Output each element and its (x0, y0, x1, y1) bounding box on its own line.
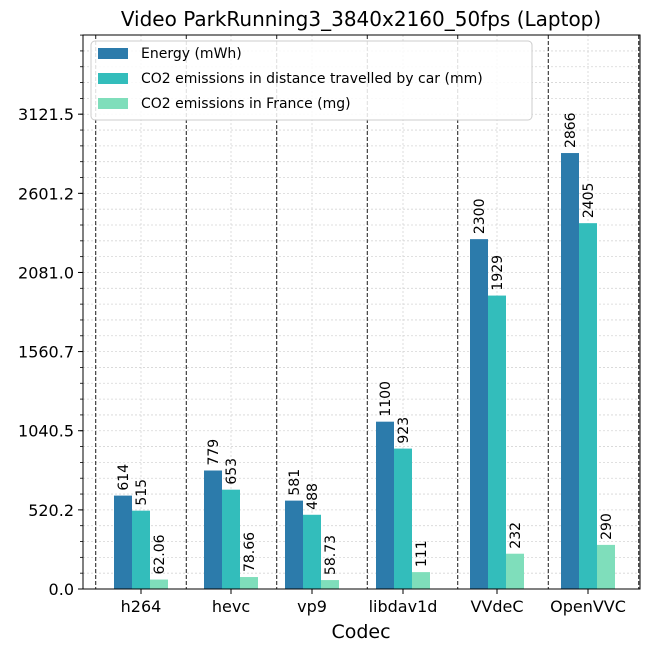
legend-swatch (98, 98, 128, 109)
value-label: 2866 (563, 112, 579, 148)
bar (240, 577, 258, 589)
bar (597, 544, 615, 589)
x-tick-label: OpenVVC (550, 597, 626, 616)
value-labels: 614 779 581 1100 2300 2866 515 653 488 923 1929 240… (116, 112, 615, 575)
legend-entry: Energy (mWh) (141, 46, 242, 62)
y-tick-label: 0.0 (49, 580, 74, 599)
x-tick-label: VVdeC (470, 597, 523, 616)
value-label: 111 (414, 540, 430, 567)
legend-swatch (98, 73, 128, 84)
x-tick-label: vp9 (297, 597, 327, 616)
value-label: 58.73 (323, 535, 339, 575)
bar (150, 579, 168, 589)
bar (222, 489, 240, 589)
y-tick-label: 1040.5 (18, 422, 74, 441)
legend: Energy (mWh) CO2 emissions in distance tr… (90, 40, 533, 121)
value-label: 581 (287, 469, 303, 496)
bar (285, 500, 303, 589)
value-label: 488 (305, 483, 321, 510)
plot-frame (82, 34, 641, 590)
bar (204, 470, 222, 589)
y-tick-label: 520.2 (28, 501, 74, 520)
value-label: 923 (396, 417, 412, 444)
bar (394, 448, 412, 589)
value-label: 614 (116, 464, 132, 491)
bar (470, 239, 488, 590)
category-dividers (95, 35, 640, 589)
legend-frame (90, 40, 533, 121)
value-label: 2405 (581, 183, 597, 219)
bar (114, 495, 132, 589)
y-tick-label: 2081.0 (18, 263, 74, 282)
bar (321, 580, 339, 589)
value-label: 1929 (490, 255, 506, 291)
x-axis-label: Codec (331, 621, 390, 643)
y-tick-label: 2601.2 (18, 184, 74, 203)
value-label: 78.66 (242, 532, 258, 572)
bar (488, 295, 506, 589)
x-tick-label: hevc (212, 597, 250, 616)
bars (114, 153, 615, 590)
bar (132, 510, 150, 589)
value-label: 779 (206, 439, 222, 466)
value-label: 62.06 (152, 534, 168, 574)
bar (376, 421, 394, 589)
value-label: 653 (224, 458, 240, 485)
legend-swatch (98, 48, 128, 59)
bar (561, 153, 579, 589)
bar (412, 572, 430, 589)
value-label: 515 (134, 479, 150, 506)
value-label: 290 (599, 513, 615, 540)
chart-title: Video ParkRunning3_3840x2160_50fps (Lapt… (121, 7, 601, 31)
value-label: 1100 (378, 381, 394, 417)
y-tick-label: 1560.7 (18, 343, 74, 362)
y-tick-label: 3121.5 (18, 105, 74, 124)
bar (579, 223, 597, 590)
axes: 0.0 520.2 1040.5 1560.7 2081.0 2601.2 3121.5 h2… (18, 34, 626, 616)
x-tick-label: libdav1d (369, 597, 438, 616)
value-label: 232 (508, 522, 524, 549)
bar (506, 553, 524, 589)
legend-entry: CO2 emissions in distance travelled by c… (141, 71, 483, 87)
value-label: 2300 (472, 198, 488, 234)
x-tick-label: h264 (121, 597, 162, 616)
legend-entry: CO2 emissions in France (mg) (141, 96, 351, 112)
bar (303, 514, 321, 589)
